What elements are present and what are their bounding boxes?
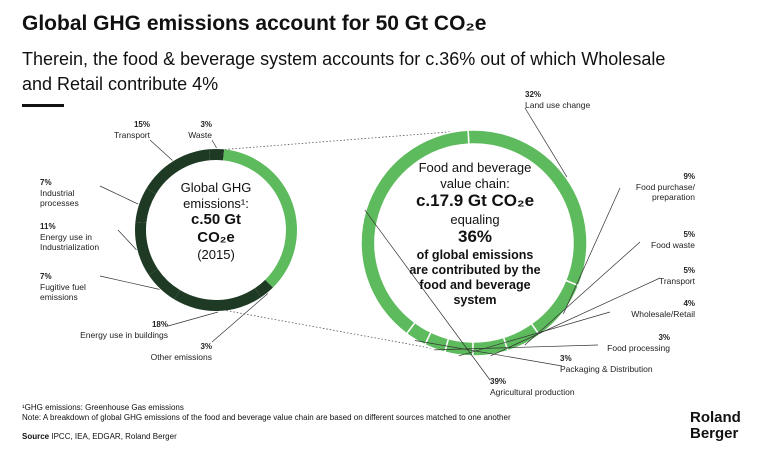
value-label: 18% <box>151 320 168 329</box>
value-label: 11% <box>40 222 56 231</box>
slice-label: 7% Industrial processes <box>40 178 100 208</box>
leader-line <box>524 107 568 178</box>
category-label: Other emissions <box>150 352 212 362</box>
category-label: Wholesale/Retail <box>631 309 695 319</box>
leader-line <box>490 277 661 357</box>
donut-segment <box>135 221 158 276</box>
value-label: 3% <box>200 342 212 351</box>
value-label: 32% <box>525 90 542 99</box>
value-label: 3% <box>658 333 670 342</box>
category-label: Waste <box>188 130 212 140</box>
leader-line <box>99 275 160 290</box>
center-text: Food and beverage value chain: c.17.9 Gt C… <box>390 160 560 308</box>
donut-segment <box>208 149 225 161</box>
slice-label: 4% Wholesale/Retail <box>595 299 695 319</box>
center-line: of global emissions <box>416 247 534 262</box>
value-label: 3% <box>200 120 212 129</box>
slice-label: 3% Packaging & Distribution <box>560 354 670 374</box>
category-label: Packaging & Distribution <box>560 364 653 374</box>
donut-segment <box>254 279 273 298</box>
leader-line <box>211 139 217 149</box>
donut-segment <box>174 288 262 311</box>
source-label: Source <box>22 432 50 441</box>
connector <box>217 129 475 151</box>
leader-line <box>149 139 173 161</box>
category-label: Agricultural production <box>490 387 575 397</box>
slice-label: 3% Other emissions <box>120 342 212 362</box>
center-line: c.50 Gt <box>190 211 242 229</box>
slice-label: 3% Food processing <box>590 333 670 353</box>
leader-line <box>414 340 563 367</box>
slice-label: 11% Energy use in Industrialization <box>40 222 115 252</box>
slice-label: 32% Land use change <box>525 90 635 110</box>
footnote: ¹GHG emissions: Greenhouse Gas emissions <box>22 403 184 412</box>
slice-label: 9% Food purchase/ preparation <box>615 172 695 202</box>
leader-line <box>364 209 491 381</box>
footnote: Note: A breakdown of global GHG emission… <box>22 413 511 422</box>
leader-line <box>434 344 599 351</box>
leader-line <box>117 229 137 251</box>
slice-label: 15% Transport <box>90 120 150 140</box>
value-label: 3% <box>560 354 572 363</box>
slice-label: 18% Energy use in buildings <box>60 320 168 340</box>
value-label: 7% <box>40 272 52 281</box>
donut-segment <box>148 268 180 300</box>
center-line: c.17.9 Gt CO₂e <box>415 191 535 211</box>
category-label: Fugitive fuel emissions <box>40 282 86 302</box>
donut-segment <box>360 129 470 335</box>
center-line: (2015) <box>197 247 235 263</box>
donut-segment <box>443 337 474 357</box>
donut-segment <box>146 149 210 194</box>
logo: Roland <box>690 409 741 426</box>
center-line: 36% <box>457 227 493 247</box>
source-text: IPCC, IEA, EDGAR, Roland Berger <box>51 432 177 441</box>
center-line: CO₂e <box>197 229 235 247</box>
slice-label: 39% Agricultural production <box>490 377 600 397</box>
category-label: Food purchase/ preparation <box>635 182 695 202</box>
value-label: 7% <box>40 178 52 187</box>
center-text: Global GHG emissions¹: c.50 Gt CO₂e (2015) <box>156 180 276 263</box>
subtitle: Therein, the food & beverage system acco… <box>22 49 666 94</box>
title-rule <box>22 104 64 107</box>
slice-label: 5% Food waste <box>615 230 695 250</box>
leader-line <box>211 293 269 343</box>
category-label: Energy use in buildings <box>80 330 168 340</box>
logo: Berger <box>690 425 739 442</box>
category-label: Transport <box>113 130 150 140</box>
value-label: 15% <box>133 120 150 129</box>
value-label: 39% <box>490 377 507 386</box>
center-line: value chain: <box>440 175 510 191</box>
connector <box>222 309 475 357</box>
center-line: system <box>453 292 497 307</box>
center-line: are contributed by the <box>409 262 541 277</box>
center-line: emissions¹: <box>183 195 249 211</box>
value-label: 5% <box>683 230 695 239</box>
category-label: Food waste <box>651 240 695 250</box>
value-label: 4% <box>683 299 695 308</box>
slice-label: 7% Fugitive fuel emissions <box>40 272 110 302</box>
leader-line <box>458 311 611 357</box>
slice-label: 5% Transport <box>615 266 695 286</box>
title: Global GHG emissions account for 50 Gt C… <box>22 12 487 35</box>
category-label: Industrial processes <box>40 188 79 208</box>
leader-line <box>524 241 641 346</box>
value-label: 5% <box>683 266 695 275</box>
donut-segment <box>223 149 298 288</box>
center-line: Global GHG <box>180 180 252 195</box>
category-label: Energy use in Industrialization <box>40 232 100 252</box>
category-label: Food processing <box>607 343 670 353</box>
leader-line <box>167 311 219 327</box>
center-line: equaling <box>450 211 500 227</box>
value-label: 9% <box>683 172 695 181</box>
leader-line <box>563 187 621 314</box>
category-label: Land use change <box>525 100 591 110</box>
category-label: Transport <box>658 276 695 286</box>
center-line: food and beverage <box>419 277 531 292</box>
donut-segment <box>135 188 156 223</box>
slice-label: 3% Waste <box>152 120 212 140</box>
center-line: Food and beverage <box>418 160 532 175</box>
leader-line <box>99 185 139 205</box>
